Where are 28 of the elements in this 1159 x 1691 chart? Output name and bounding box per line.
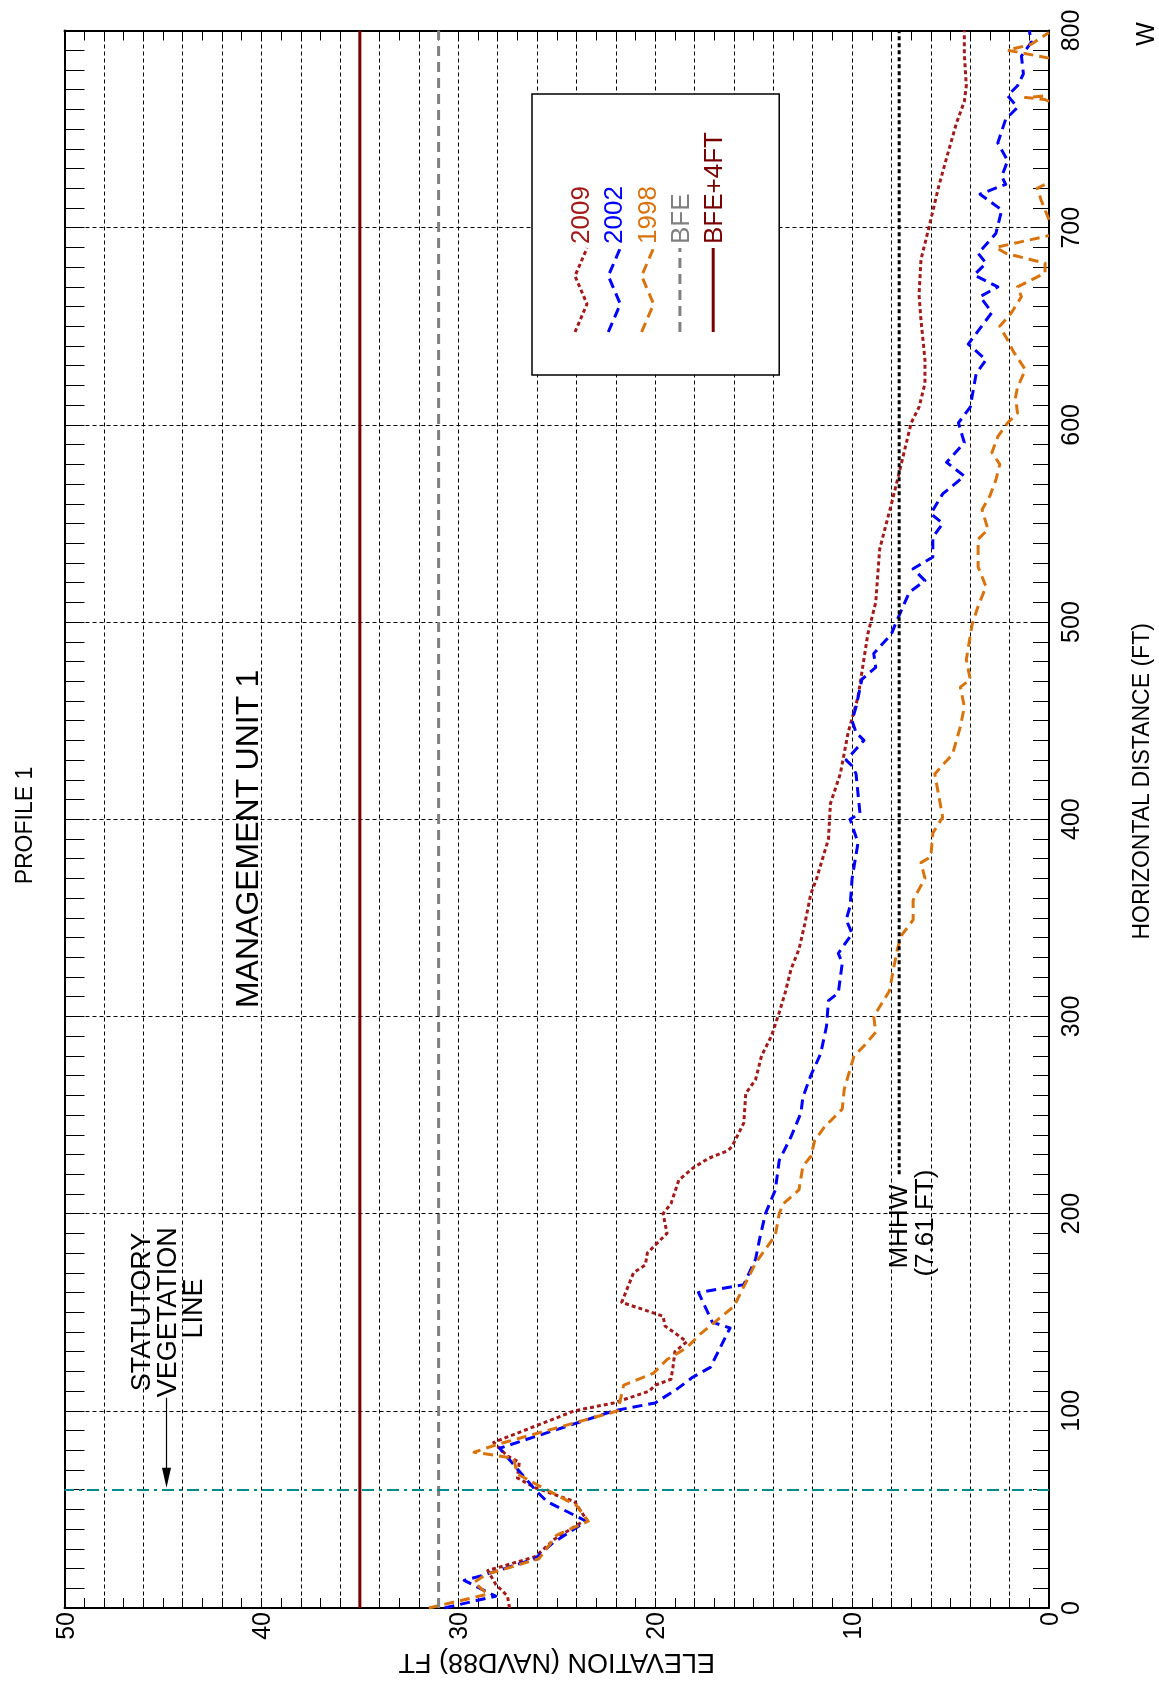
line-series [486, 29, 968, 1610]
x-tick-label: 10 [838, 1612, 867, 1640]
text: 2002 [598, 186, 629, 244]
annotation: MANAGEMENT UNIT 1 [229, 669, 266, 1009]
y-tick-label: 400 [1055, 798, 1084, 841]
text: 1998 [631, 186, 662, 244]
text: BFE [664, 193, 695, 244]
y-tick-label: 300 [1055, 995, 1084, 1038]
y-tick-label: 700 [1055, 206, 1084, 249]
y-tick-label: 800 [1055, 9, 1084, 52]
y-tick-label: 500 [1055, 601, 1084, 643]
annotation: STATUTORY VEGETATION LINE [126, 1219, 208, 1398]
x-tick-label: 0 [1035, 1612, 1063, 1626]
y-tick-label: 600 [1055, 404, 1084, 446]
text: 2009 [565, 186, 595, 244]
y-axis-title: HORIZONTAL DISTANCE (FT) [1128, 623, 1154, 940]
x-tick-label: 20 [641, 1612, 670, 1640]
x-tick-label: 50 [50, 1612, 79, 1640]
text: PROFILE 1 [11, 766, 37, 885]
annotation: MHHW (7.61 FT) [882, 1169, 939, 1277]
y-tick-label: 0 [1055, 1601, 1084, 1615]
y-tick-label: 200 [1055, 1192, 1084, 1235]
text: W [1130, 21, 1159, 46]
text: BFE+4FT [698, 131, 729, 244]
x-axis-title: ELEVATION (NAVD88) FT [398, 1648, 716, 1678]
x-tick-label: 30 [444, 1612, 473, 1640]
y-tick-label: 100 [1055, 1389, 1084, 1432]
x-tick-label: 40 [247, 1612, 276, 1640]
